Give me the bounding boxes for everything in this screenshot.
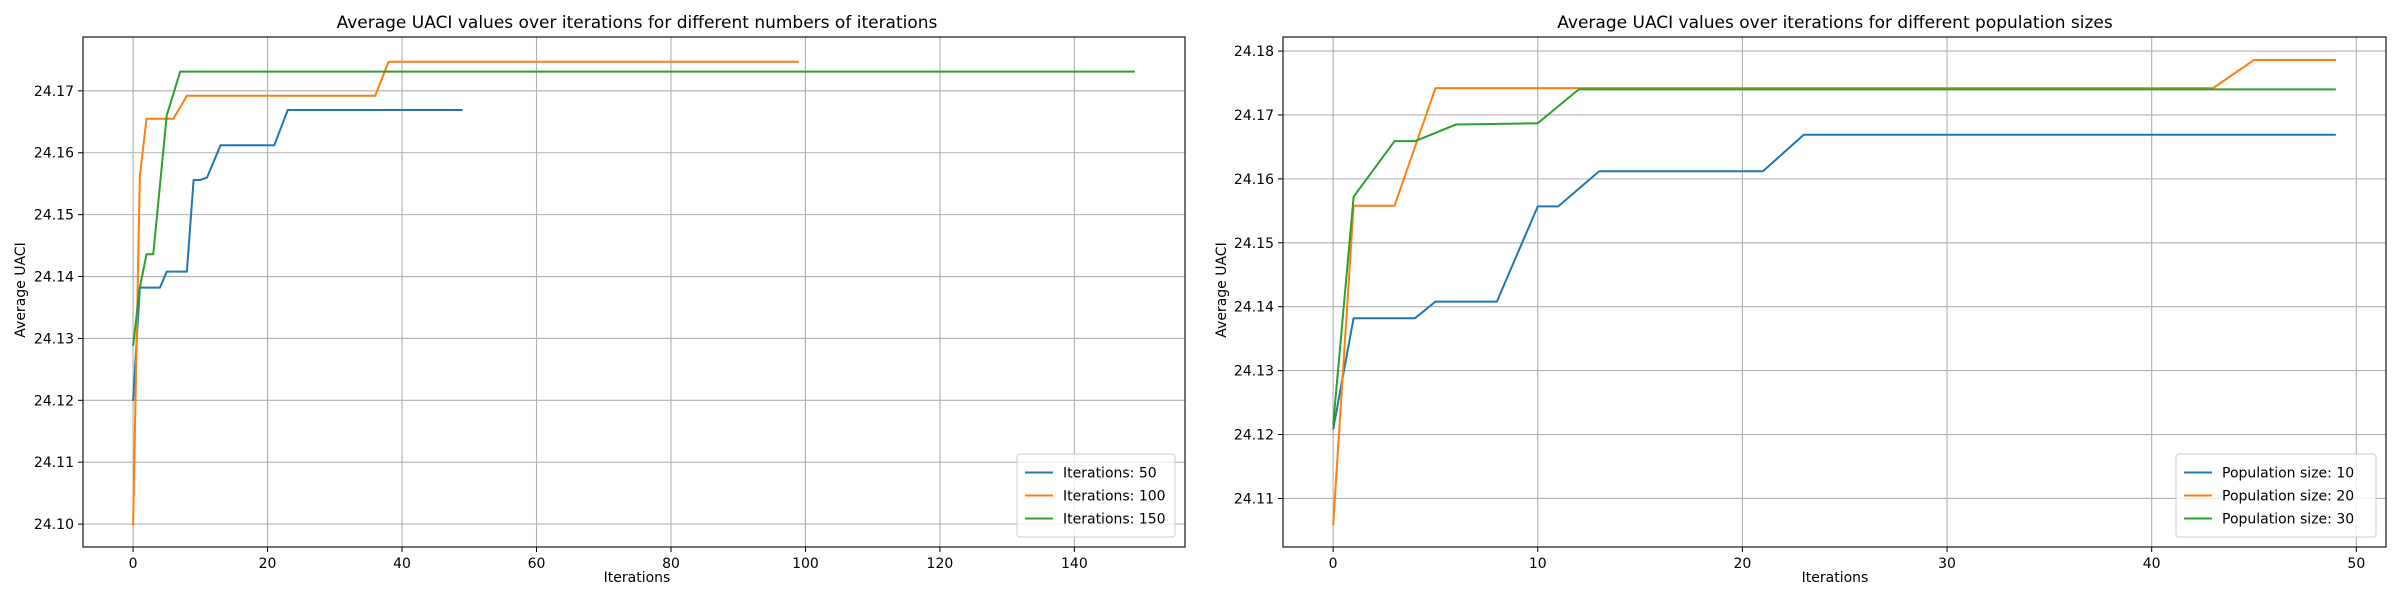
legend-label: Population size: 10 — [2222, 466, 2354, 482]
legend: Population size: 10 Population size: 20 Po… — [2175, 453, 2377, 538]
plot-frame — [82, 36, 1186, 548]
x-tick-label: 20 — [1733, 556, 1751, 572]
x-tick-label: 20 — [259, 556, 277, 572]
x-tick-label: 120 — [927, 556, 954, 572]
x-tick-label: 40 — [393, 556, 411, 572]
y-axis-label: Average UACI — [1214, 242, 1230, 337]
chart-population-sizes: Average UACI values over iterations for … — [1214, 13, 2387, 586]
series-line — [1332, 88, 2336, 426]
chart-title: Average UACI values over iterations for … — [337, 13, 938, 33]
x-tick-label: 10 — [1529, 556, 1547, 572]
y-axis-label: Average UACI — [13, 242, 29, 337]
legend-label: Population size: 30 — [2222, 512, 2354, 528]
x-tick-label: 0 — [129, 556, 138, 572]
y-tick-label: 24.13 — [1234, 364, 1274, 380]
legend-box — [2175, 453, 2377, 538]
y-tick-label: 24.11 — [34, 455, 74, 471]
y-tick-label: 24.16 — [1234, 172, 1274, 188]
x-tick-label: 50 — [2347, 556, 2365, 572]
x-tick-label: 30 — [1938, 556, 1956, 572]
series-line — [132, 70, 1135, 346]
y-tick-label: 24.16 — [34, 146, 74, 162]
y-tick-label: 24.14 — [34, 270, 74, 286]
plot-frame — [1282, 36, 2387, 548]
x-axis-label: Iterations — [1802, 570, 1869, 586]
legend-label: Iterations: 50 — [1063, 466, 1157, 482]
legend-label: Iterations: 100 — [1063, 489, 1166, 505]
legend: Iterations: 50 Iterations: 100 Iterations:… — [1016, 453, 1176, 538]
y-tick-label: 24.13 — [34, 331, 74, 347]
y-tick-label: 24.17 — [34, 84, 74, 100]
chart-title: Average UACI values over iterations for … — [1557, 13, 2113, 33]
series-line — [1332, 133, 2336, 430]
x-axis-label: Iterations — [604, 570, 671, 586]
x-tick-label: 0 — [1329, 556, 1338, 572]
legend-box — [1016, 453, 1176, 538]
y-tick-label: 24.10 — [34, 517, 74, 533]
x-tick-label: 140 — [1061, 556, 1088, 572]
y-tick-label: 24.18 — [1234, 44, 1274, 60]
y-tick-label: 24.11 — [1234, 491, 1274, 507]
series-line — [132, 60, 799, 526]
y-tick-label: 24.12 — [1234, 428, 1274, 444]
y-tick-label: 24.15 — [1234, 236, 1274, 252]
y-tick-label: 24.14 — [1234, 300, 1274, 316]
x-tick-label: 100 — [792, 556, 819, 572]
x-tick-label: 60 — [528, 556, 546, 572]
legend-label: Iterations: 150 — [1063, 512, 1166, 528]
chart-iterations: Average UACI values over iterations for … — [13, 13, 1186, 586]
x-tick-label: 80 — [662, 556, 680, 572]
y-tick-label: 24.17 — [1234, 108, 1274, 124]
legend-label: Population size: 20 — [2222, 489, 2354, 505]
y-tick-label: 24.12 — [34, 393, 74, 409]
x-tick-label: 40 — [2143, 556, 2161, 572]
series-line — [132, 109, 463, 401]
y-tick-label: 24.15 — [34, 208, 74, 224]
